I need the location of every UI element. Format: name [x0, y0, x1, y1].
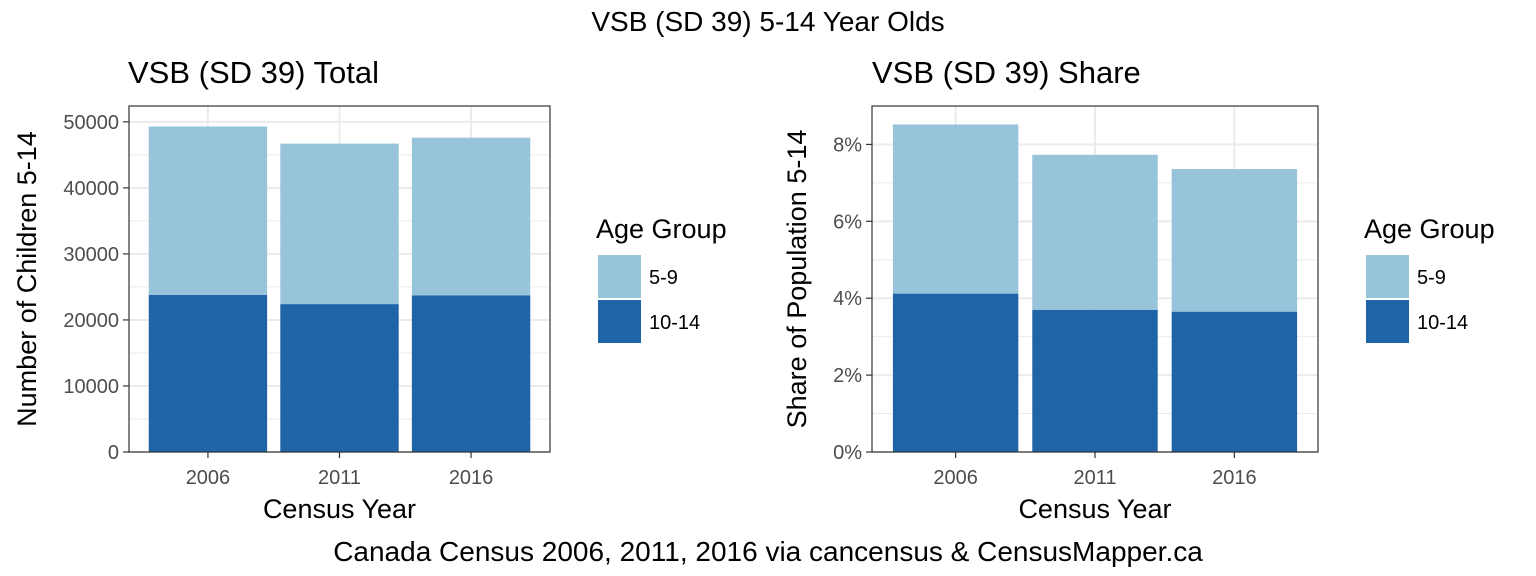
legend-label: 5-9: [1417, 267, 1446, 289]
figure-caption: Canada Census 2006, 2011, 2016 via cance…: [333, 536, 1203, 567]
bar-10-14-2011: [1032, 309, 1158, 452]
y-tick-label: 4%: [833, 288, 862, 310]
legend-swatch-5-9: [1366, 255, 1409, 298]
y-tick-label: 20000: [63, 310, 119, 332]
legend-label: 10-14: [1417, 312, 1468, 334]
x-tick-label: 2006: [186, 467, 231, 489]
x-tick-label: 2011: [1073, 467, 1116, 489]
x-axis-label: Census Year: [1018, 494, 1171, 524]
bar-10-14-2006: [892, 293, 1019, 452]
bar-5-9-2006: [148, 126, 268, 295]
legend-label: 5-9: [649, 267, 678, 289]
x-tick-label: 2011: [318, 467, 361, 489]
bar-5-9-2006: [892, 124, 1019, 294]
y-tick-label: 50000: [63, 112, 119, 134]
bar-5-9-2011: [280, 143, 399, 305]
y-tick-label: 2%: [833, 365, 862, 387]
bar-10-14-2006: [148, 294, 268, 452]
y-tick-label: 8%: [833, 134, 862, 156]
bar-5-9-2016: [1171, 169, 1298, 312]
y-axis-label: Share of Population 5-14: [782, 130, 812, 429]
y-tick-label: 40000: [63, 178, 119, 200]
bar-10-14-2011: [280, 304, 399, 452]
legend-swatch-10-14: [1366, 300, 1409, 343]
legend-title: Age Group: [1364, 214, 1495, 244]
y-tick-label: 0: [108, 442, 119, 464]
panel-title: VSB (SD 39) Share: [872, 55, 1141, 90]
panel-title: VSB (SD 39) Total: [128, 55, 379, 90]
figure-title: VSB (SD 39) 5-14 Year Olds: [591, 6, 945, 37]
x-axis-label: Census Year: [263, 494, 416, 524]
y-tick-label: 6%: [833, 211, 862, 233]
y-tick-label: 0%: [833, 442, 862, 464]
x-tick-label: 2006: [933, 467, 978, 489]
x-tick-label: 2016: [449, 467, 494, 489]
chart-panel-total: 0 10000 20000 30000 40000 50000 2006 2011 2016 VS…: [12, 55, 727, 524]
y-tick-label: 30000: [63, 244, 119, 266]
bar-10-14-2016: [411, 295, 531, 452]
legend-label: 10-14: [649, 312, 700, 334]
y-axis-label: Number of Children 5-14: [12, 131, 42, 427]
legend-swatch-10-14: [598, 300, 641, 343]
x-tick-label: 2016: [1212, 467, 1257, 489]
chart-panel-share: 0% 2% 4% 6% 8% 2006 2011 2016 VSB (SD 39) Share C…: [782, 55, 1495, 524]
bar-5-9-2016: [411, 137, 531, 296]
bar-5-9-2011: [1032, 154, 1158, 310]
legend-swatch-5-9: [598, 255, 641, 298]
bar-10-14-2016: [1171, 311, 1298, 452]
legend-title: Age Group: [596, 214, 727, 244]
y-tick-label: 10000: [63, 376, 119, 398]
